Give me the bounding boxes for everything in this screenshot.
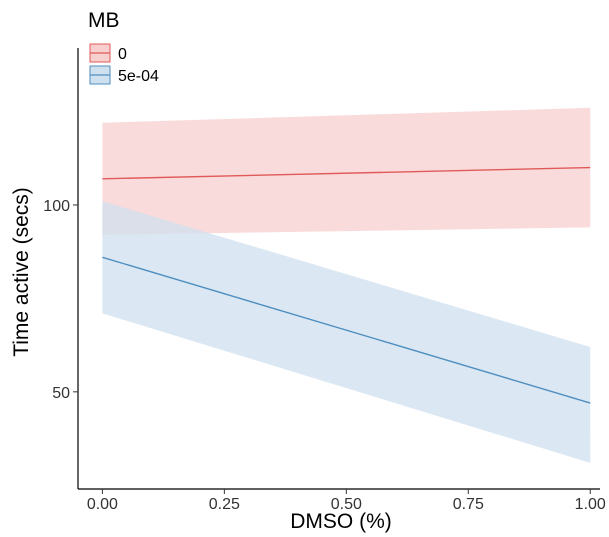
confidence-band-1 — [102, 201, 591, 463]
legend-label-0: 0 — [118, 46, 127, 63]
confidence-bands — [102, 107, 591, 463]
plot-area — [102, 107, 591, 463]
x-tick-label: 0.75 — [453, 496, 484, 513]
y-axis-ticks: 50 100 — [43, 198, 78, 402]
confidence-band-0 — [102, 107, 591, 235]
y-tick-label: 100 — [43, 198, 70, 215]
x-tick-label: 0.00 — [87, 496, 118, 513]
x-tick-label: 0.50 — [331, 496, 362, 513]
legend: MB 0 5e-04 — [88, 9, 159, 85]
x-tick-label: 0.25 — [209, 496, 240, 513]
x-axis-ticks: 0.00 0.25 0.50 0.75 1.00 — [87, 489, 606, 513]
legend-label-1: 5e-04 — [118, 68, 159, 85]
series-line-0 — [102, 166, 591, 180]
y-tick-label: 50 — [52, 385, 70, 402]
x-axis-title: DMSO (%) — [290, 510, 392, 533]
series-line-1 — [102, 256, 591, 404]
legend-items: 0 5e-04 — [89, 43, 159, 85]
legend-title: MB — [88, 9, 120, 32]
x-tick-label: 1.00 — [575, 496, 606, 513]
y-axis-title: Time active (secs) — [10, 187, 33, 357]
series-lines — [102, 166, 591, 404]
